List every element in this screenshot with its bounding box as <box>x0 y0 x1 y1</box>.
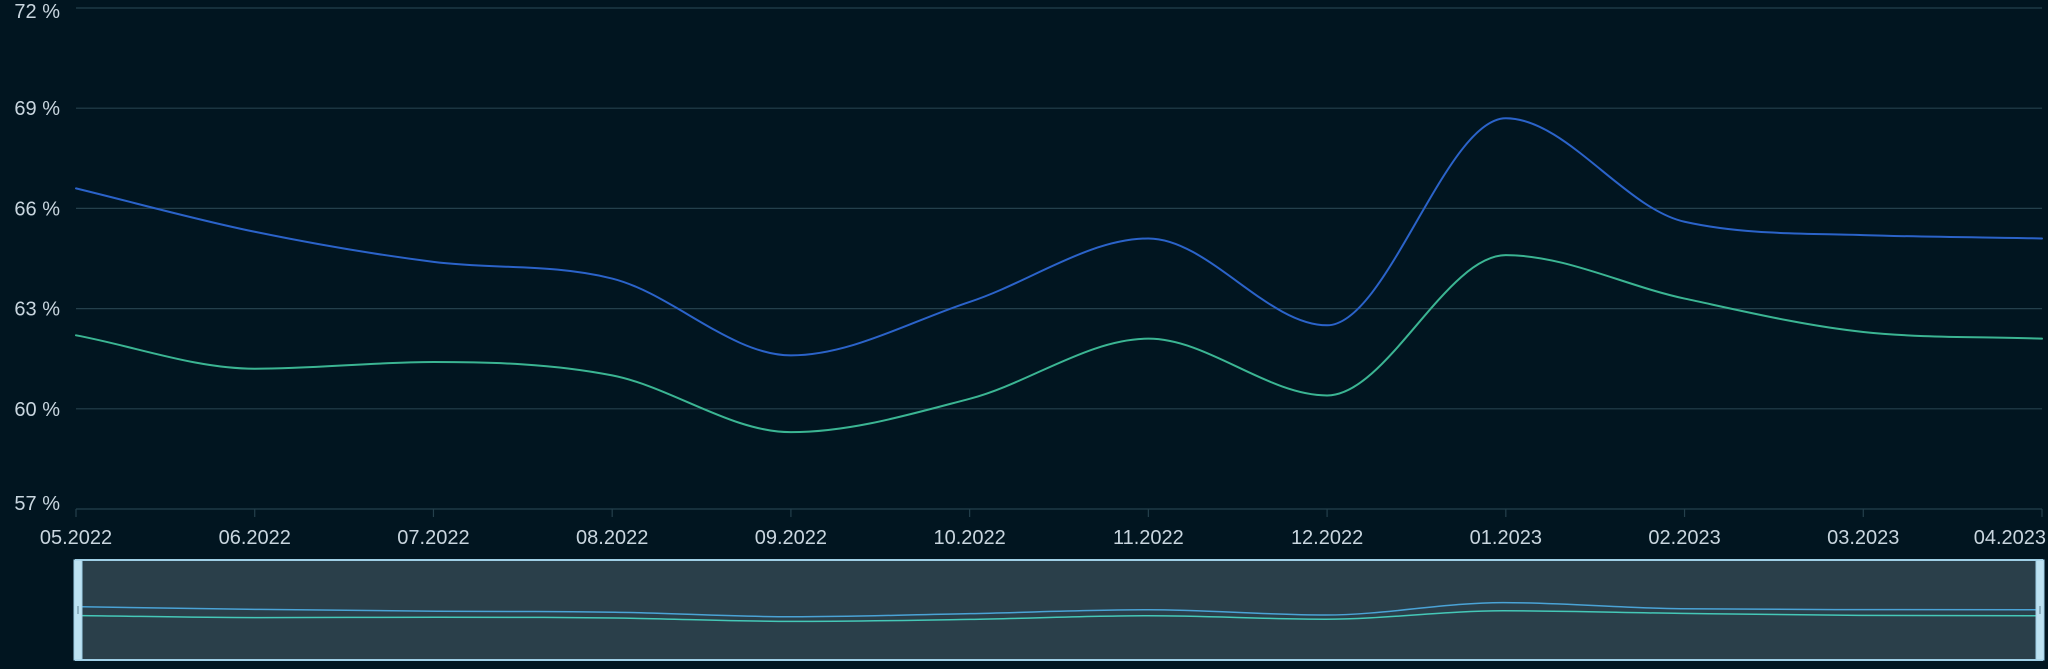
y-tick-label: 57 % <box>14 493 60 515</box>
x-tick-label: 06.2022 <box>219 527 291 549</box>
x-tick-label: 10.2022 <box>933 527 1005 549</box>
y-tick-label: 72 % <box>14 1 60 23</box>
y-tick-label: 69 % <box>14 98 60 120</box>
x-tick-label: 09.2022 <box>755 527 827 549</box>
y-axis: 57 % 60 % 63 % 66 % 69 % 72 % <box>14 1 60 515</box>
x-tick-label: 07.2022 <box>397 527 469 549</box>
navigator-window[interactable] <box>75 559 2043 661</box>
x-tick-label: 03.2023 <box>1827 527 1899 549</box>
x-tick-label: 04.2023 <box>1974 527 2046 549</box>
series-line-2 <box>75 254 2043 434</box>
x-tick-label: 12.2022 <box>1291 527 1363 549</box>
x-tick-label: 11.2022 <box>1113 527 1184 549</box>
navigator-series-2 <box>81 610 2037 623</box>
y-tick-label: 66 % <box>14 198 60 220</box>
series-lines <box>75 117 2043 434</box>
navigator-series-1 <box>81 601 2037 618</box>
y-tick-label: 60 % <box>14 399 60 421</box>
x-tick-label: 01.2023 <box>1470 527 1542 549</box>
range-navigator[interactable] <box>73 559 2045 661</box>
grid-lines <box>76 7 2042 510</box>
x-tick-label: 02.2023 <box>1648 527 1720 549</box>
y-tick-label: 63 % <box>14 299 60 321</box>
series-line-1 <box>75 117 2043 357</box>
x-tick-label: 08.2022 <box>576 527 648 549</box>
x-axis: 05.2022 06.2022 07.2022 08.2022 09.2022 10.20… <box>40 509 2046 549</box>
x-tick-label: 05.2022 <box>40 527 112 549</box>
